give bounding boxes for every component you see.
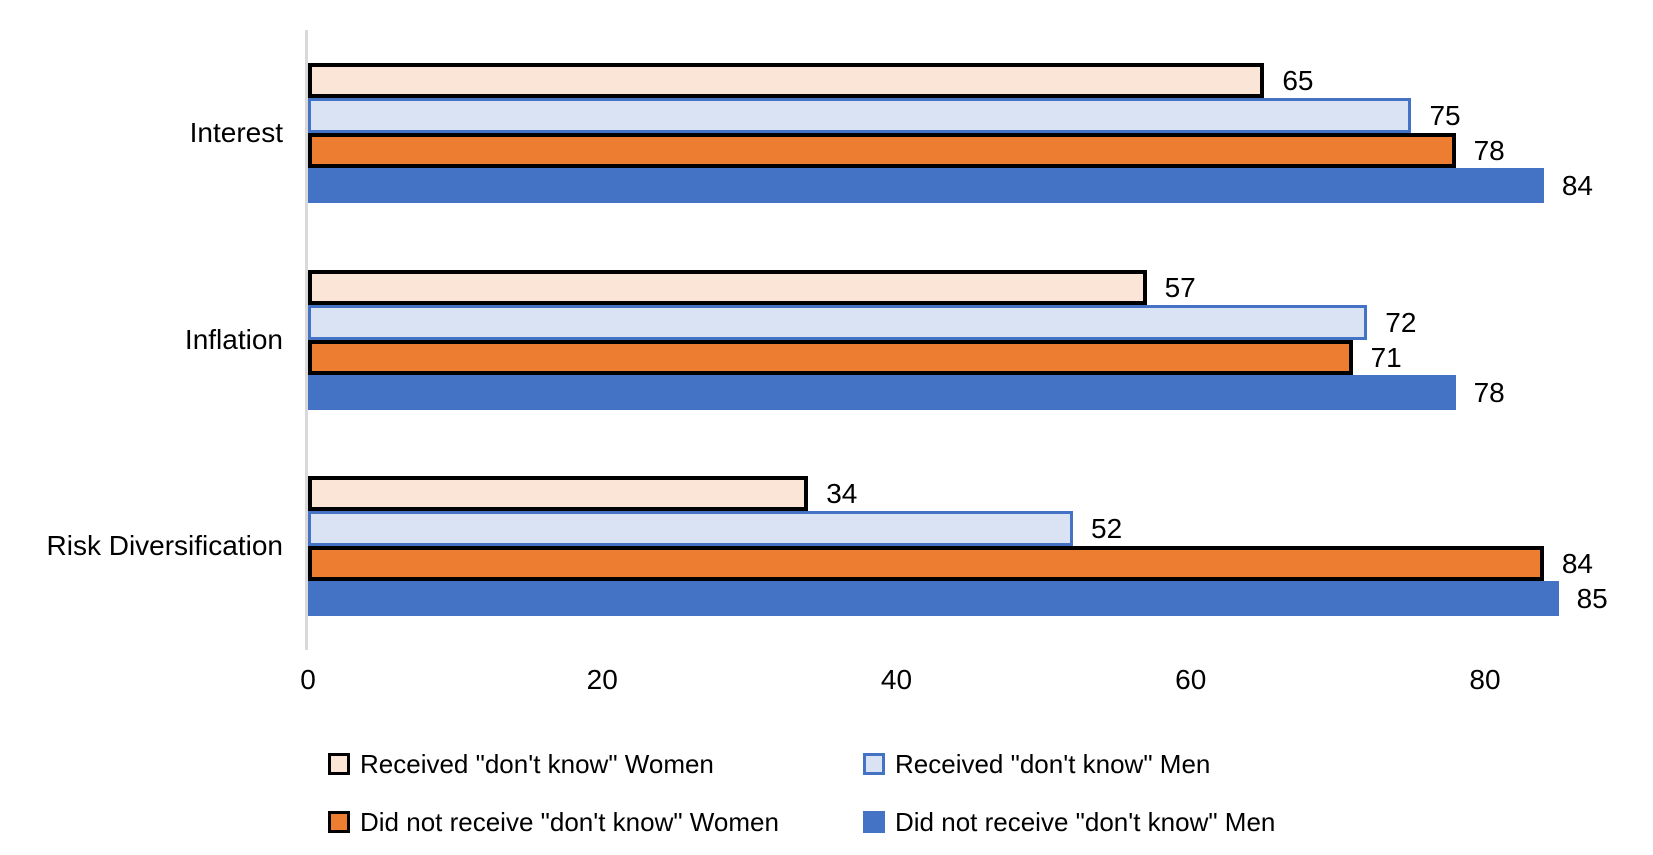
- category-label-risk-diversification: Risk Diversification: [46, 530, 284, 561]
- legend-swatch-icon: [863, 753, 885, 775]
- y-axis-line: [305, 30, 308, 650]
- bar-series4-risk-diversification: [308, 581, 1559, 616]
- x-tick-label-60: 60: [1175, 664, 1207, 695]
- legend-swatch-icon: [328, 811, 350, 833]
- bar-series3-inflation: [308, 339, 1353, 375]
- legend-label: Received "don't know" Women: [360, 749, 714, 779]
- legend-item-series3: Did not receive "don't know" Women: [328, 804, 779, 840]
- bar-series3-interest: [308, 133, 1456, 168]
- bar-series1-inflation: [308, 269, 1147, 305]
- category-label-interest: Interest: [189, 117, 283, 148]
- plot-area: 65 75 78 84 57 72 71 78 34 52 84 85: [308, 30, 1608, 650]
- value-label: 85: [1576, 583, 1608, 614]
- x-tick-label-20: 20: [586, 664, 618, 695]
- legend-item-series4: Did not receive "don't know" Men: [863, 804, 1275, 840]
- bar-series2-interest: [308, 98, 1412, 133]
- bar-series4-interest: [308, 168, 1544, 203]
- bar-series3-risk-diversification: [308, 546, 1544, 581]
- value-label: 75: [1429, 100, 1461, 131]
- value-label: 84: [1561, 548, 1594, 579]
- legend-swatch-icon: [863, 811, 885, 833]
- value-label: 57: [1164, 271, 1196, 303]
- legend-item-series1: Received "don't know" Women: [328, 746, 714, 782]
- value-label: 34: [826, 478, 858, 509]
- value-label: 78: [1473, 135, 1505, 166]
- x-tick-label-0: 0: [300, 664, 316, 695]
- bar-series2-inflation: [308, 304, 1368, 340]
- value-label: 52: [1091, 513, 1123, 544]
- bar-series1-risk-diversification: [308, 476, 809, 511]
- bar-series2-risk-diversification: [308, 511, 1074, 546]
- bar-series1-interest: [308, 63, 1265, 98]
- value-label: 72: [1385, 306, 1417, 338]
- bar-series4-inflation: [308, 374, 1456, 410]
- value-label: 78: [1473, 376, 1505, 408]
- legend-label: Did not receive "don't know" Women: [360, 807, 779, 837]
- value-label: 71: [1370, 341, 1402, 373]
- category-label-inflation: Inflation: [184, 323, 283, 355]
- legend-item-series2: Received "don't know" Men: [863, 746, 1210, 782]
- legend-label: Did not receive "don't know" Men: [895, 807, 1276, 837]
- legend-label: Received "don't know" Men: [895, 749, 1211, 779]
- x-tick-label-80: 80: [1469, 664, 1501, 695]
- value-label: 65: [1282, 65, 1314, 96]
- x-tick-label-40: 40: [880, 664, 913, 695]
- legend-swatch-icon: [328, 753, 350, 775]
- value-label: 84: [1561, 170, 1594, 201]
